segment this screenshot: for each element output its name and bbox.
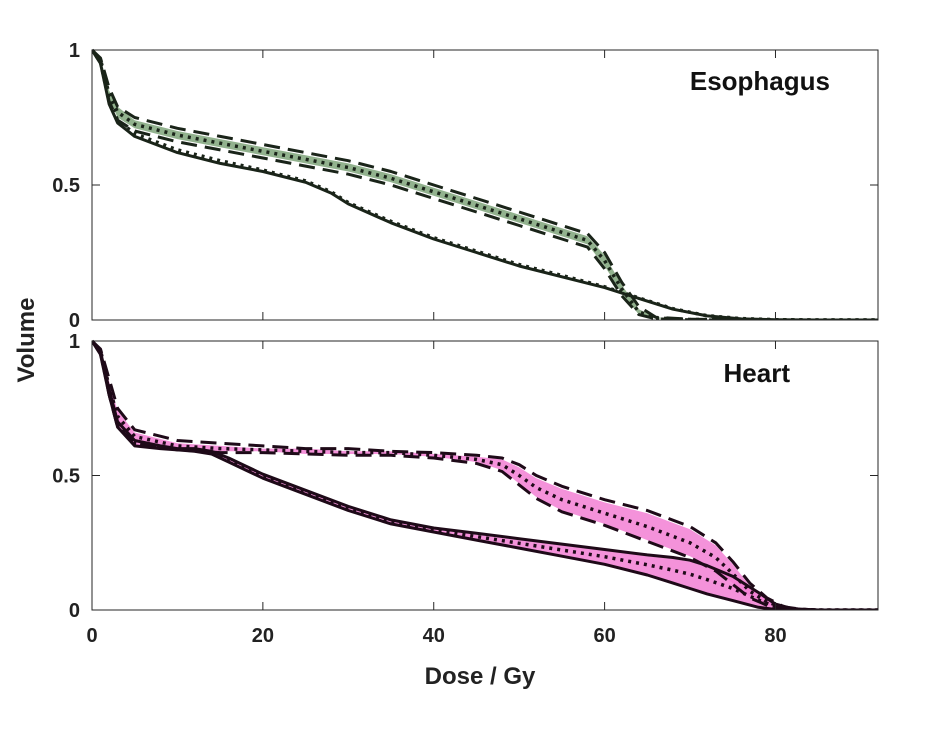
- series-line-5: [92, 48, 878, 320]
- series-line-6: [92, 340, 878, 610]
- y-tick-label-0: 0: [69, 600, 80, 622]
- x-tick-label-2: 40: [423, 625, 445, 647]
- x-tick-label-3: 60: [593, 625, 615, 647]
- series-line-3: [92, 339, 878, 610]
- x-axis-title: Dose / Gy: [425, 663, 536, 690]
- plot-area: [92, 48, 878, 320]
- series-line-5: [92, 340, 878, 610]
- x-tick-label-1: 20: [252, 625, 274, 647]
- band-0: [92, 341, 878, 610]
- y-tick-label-1: 0.5: [52, 175, 80, 197]
- panel-title: Esophagus: [690, 66, 830, 96]
- series-line-1: [92, 48, 878, 320]
- y-axis-title: Volume: [13, 298, 40, 383]
- panel-title: Heart: [724, 358, 791, 388]
- series-line-3: [92, 48, 878, 320]
- plot-area: [92, 339, 878, 610]
- y-tick-label-2: 1: [69, 40, 80, 62]
- series-line-1: [92, 339, 878, 610]
- esophagus-panel: 0 0.5 1 Esophagus: [52, 40, 879, 332]
- y-tick-label-1: 0.5: [52, 466, 80, 488]
- y-tick-label-2: 1: [69, 331, 80, 353]
- series-line-7: [92, 339, 878, 610]
- x-tick-label-0: 0: [86, 625, 97, 647]
- series-line-2: [92, 49, 878, 320]
- heart-panel: 0 20 40 60 80 0 0.5 1 Heart: [52, 331, 879, 647]
- x-tick-label-4: 80: [764, 625, 786, 647]
- y-tick-label-0: 0: [69, 310, 80, 332]
